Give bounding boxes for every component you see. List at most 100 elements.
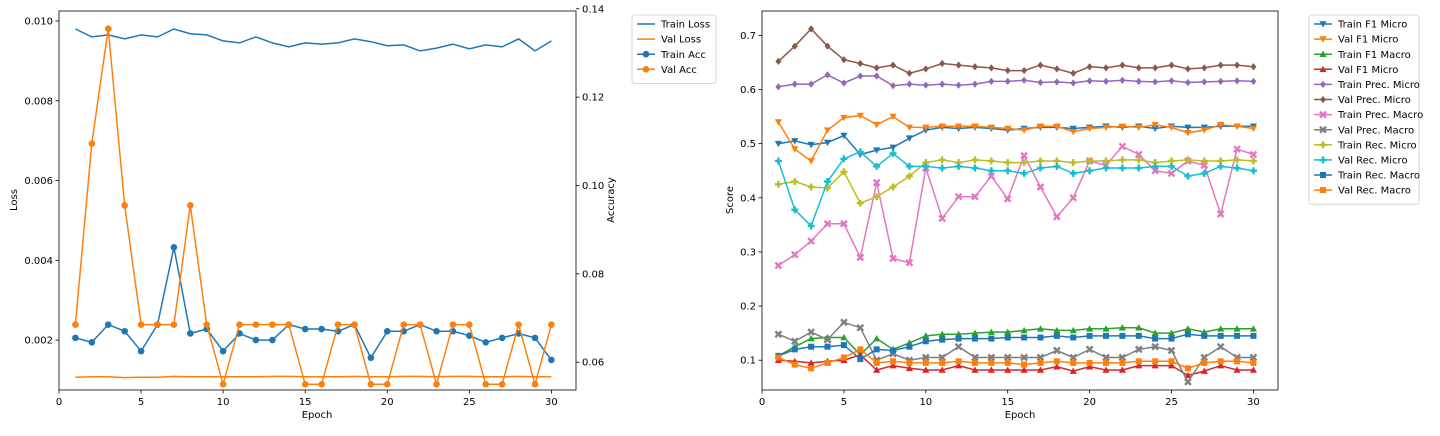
data-point — [1200, 367, 1208, 374]
data-point — [88, 140, 96, 147]
data-point — [873, 346, 880, 353]
data-point — [1021, 76, 1028, 84]
data-point — [1036, 353, 1045, 362]
data-point — [1234, 332, 1241, 339]
data-point — [531, 380, 539, 388]
data-point — [807, 237, 815, 245]
data-point — [1200, 127, 1208, 134]
data-point — [1167, 124, 1176, 132]
data-point — [791, 146, 799, 153]
data-point — [971, 164, 979, 172]
data-point — [987, 172, 996, 180]
data-point — [1134, 345, 1143, 354]
data-point — [1233, 123, 1241, 130]
data-point — [318, 325, 325, 333]
data-point — [808, 80, 815, 88]
data-point — [775, 83, 782, 91]
data-point — [1184, 156, 1192, 164]
data-point — [905, 258, 914, 267]
data-point — [1036, 164, 1044, 172]
data-point — [301, 325, 309, 333]
data-point — [1168, 77, 1175, 85]
legend-label: Train F1 Micro — [1337, 20, 1407, 31]
data-point — [1151, 162, 1159, 170]
data-point — [1135, 64, 1142, 72]
data-point — [856, 351, 864, 358]
data-point — [515, 321, 522, 328]
data-point — [824, 343, 831, 350]
legend-entry: Train Rec. Micro — [1314, 140, 1417, 151]
data-point — [889, 149, 897, 157]
data-point — [824, 359, 831, 366]
data-point — [1152, 64, 1159, 72]
data-point — [1004, 167, 1012, 175]
data-point — [137, 321, 145, 328]
data-point — [1103, 359, 1109, 366]
x-tick-label: 0 — [56, 397, 62, 408]
data-point — [1151, 342, 1159, 351]
data-point — [121, 202, 128, 209]
data-point — [1119, 332, 1126, 339]
data-point — [1053, 123, 1061, 130]
series-val-prec-macro — [774, 318, 1258, 386]
data-point — [987, 167, 995, 175]
data-point — [449, 321, 457, 328]
data-point — [1184, 65, 1191, 73]
data-point — [1103, 64, 1109, 72]
data-point — [938, 353, 947, 362]
data-point — [1152, 78, 1159, 86]
x-tick-label: 10 — [919, 397, 932, 408]
data-point — [791, 178, 799, 186]
data-point — [1036, 157, 1044, 165]
data-point — [1151, 362, 1159, 369]
data-point — [1249, 325, 1258, 332]
y-tick-label: 0.006 — [24, 176, 53, 187]
legend-label: Val Loss — [661, 35, 701, 46]
legend-marker — [1319, 110, 1327, 119]
data-point — [1217, 162, 1225, 170]
data-point — [889, 254, 897, 263]
legend-entry: Val Rec. Macro — [1314, 186, 1411, 197]
data-point — [939, 336, 946, 343]
data-point — [1086, 325, 1094, 332]
data-point — [971, 335, 978, 342]
data-point — [1234, 77, 1241, 85]
data-point — [840, 354, 847, 361]
data-point — [72, 334, 79, 342]
data-point — [791, 42, 798, 50]
x-tick-label: 5 — [138, 397, 144, 408]
data-point — [1249, 167, 1257, 175]
data-point — [1037, 78, 1044, 87]
data-point — [1053, 326, 1061, 334]
legend-entry: Train Prec. Macro — [1314, 110, 1423, 121]
data-point — [922, 359, 929, 366]
data-point — [971, 63, 978, 71]
data-point — [1086, 63, 1093, 71]
data-point — [938, 330, 946, 338]
data-point — [971, 123, 979, 130]
x-tick-label: 15 — [1001, 397, 1014, 408]
data-point — [1201, 64, 1208, 72]
data-point — [121, 327, 128, 335]
data-point — [1135, 362, 1143, 369]
legend-marker — [642, 66, 650, 73]
legend-label: Train Rec. Micro — [1337, 140, 1417, 151]
data-point — [1184, 331, 1191, 338]
data-point — [791, 138, 799, 145]
data-point — [351, 321, 358, 328]
data-point — [1151, 329, 1159, 336]
data-point — [1070, 359, 1077, 366]
data-point — [971, 156, 979, 164]
data-point — [1069, 326, 1077, 334]
data-point — [1020, 169, 1028, 177]
data-point — [1217, 358, 1224, 365]
legend-label: Val F1 Micro — [1338, 35, 1398, 46]
data-point — [840, 318, 848, 327]
data-point — [938, 123, 946, 130]
data-point — [1216, 210, 1225, 218]
data-point — [922, 81, 929, 89]
data-point — [939, 59, 946, 68]
legend-entry: Val F1 Micro — [1314, 65, 1398, 76]
data-point — [236, 321, 243, 328]
data-point — [285, 321, 293, 328]
